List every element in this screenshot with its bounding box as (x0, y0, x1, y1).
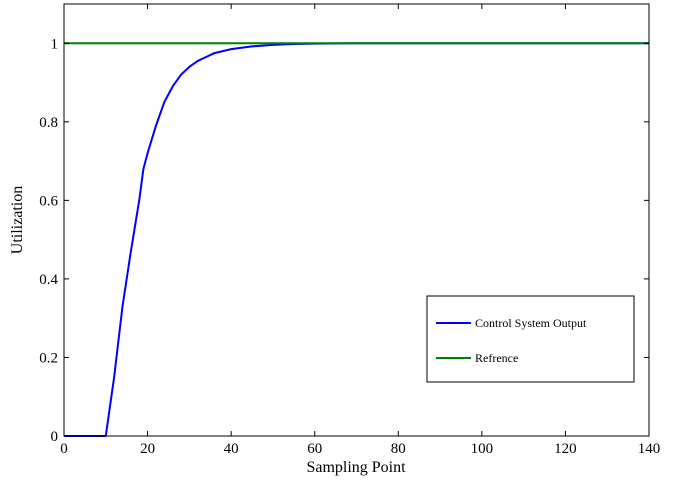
legend: Control System Output Refrence (426, 295, 635, 383)
legend-box (426, 295, 635, 383)
x-axis-label: Sampling Point (306, 459, 406, 476)
x-tick-label: 0 (60, 441, 68, 457)
x-tick-label: 140 (638, 441, 661, 457)
y-tick-label: 0.6 (39, 193, 58, 209)
legend-label-control-system-output: Control System Output (475, 316, 587, 330)
x-tick-label: 120 (554, 441, 577, 457)
y-tick-label: 0.4 (39, 272, 58, 288)
y-tick-label: 0.8 (39, 115, 58, 131)
y-tick-label: 1 (51, 36, 59, 52)
y-axis-ticks: 0 0.2 0.4 0.6 0.8 1 (39, 36, 649, 445)
series-layer (64, 42, 649, 437)
y-tick-label: 0 (51, 429, 59, 445)
x-tick-label: 20 (140, 441, 155, 457)
x-tick-label: 60 (307, 441, 322, 457)
y-tick-label: 0.2 (39, 350, 58, 366)
x-tick-label: 100 (471, 441, 494, 457)
x-tick-label: 40 (224, 441, 239, 457)
y-axis-label: Utilization (9, 186, 26, 254)
legend-label-refrence: Refrence (475, 351, 518, 365)
x-axis-ticks: 0 20 40 60 80 100 120 140 (60, 4, 660, 457)
plot-frame (63, 3, 650, 437)
x-tick-label: 80 (391, 441, 406, 457)
